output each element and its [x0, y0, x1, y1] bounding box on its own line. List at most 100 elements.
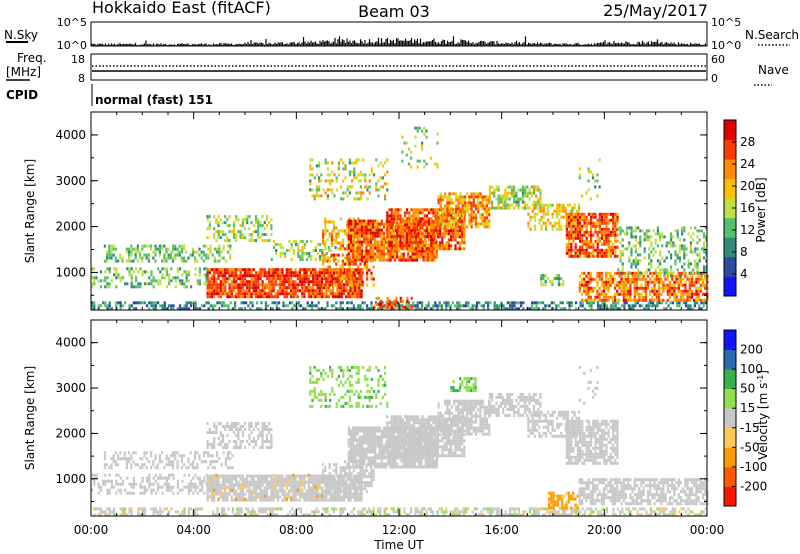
power-cell: [313, 194, 316, 198]
power-cell: [243, 283, 247, 287]
power-cell: [587, 167, 590, 171]
power-cell: [330, 253, 333, 257]
power-cell: [660, 271, 663, 275]
power-cell: [607, 248, 610, 252]
velocity-cell: [654, 510, 657, 514]
power-heatmap: [91, 126, 709, 311]
power-cell: [686, 298, 689, 302]
power-cell: [202, 244, 205, 248]
power-cell: [455, 222, 458, 226]
power-cell: [315, 194, 318, 198]
power-colorbar-segment: [724, 217, 736, 238]
power-cell: [605, 233, 608, 237]
power-cell: [450, 201, 453, 205]
power-cell: [316, 274, 319, 278]
power-cell: [163, 256, 166, 260]
power-cell: [482, 304, 485, 308]
power-cell: [185, 276, 188, 280]
power-cell: [399, 235, 402, 239]
power-cell: [356, 219, 359, 223]
power-cell: [246, 289, 249, 293]
power-cell: [441, 241, 444, 245]
power-cell: [515, 194, 518, 198]
power-cell: [583, 280, 586, 284]
power-cell: [320, 179, 323, 183]
power-cell: [445, 244, 448, 248]
power-cell: [401, 244, 404, 248]
power-cell: [613, 283, 617, 287]
power-cell: [376, 252, 379, 256]
power-cell: [352, 262, 355, 266]
power-cell: [474, 222, 478, 226]
power-cell: [415, 249, 419, 253]
power-cell: [250, 277, 253, 281]
power-cell: [347, 252, 350, 256]
power-cell: [650, 235, 653, 239]
velocity-cell: [183, 510, 186, 514]
power-cell: [333, 226, 336, 230]
power-cell: [558, 224, 561, 228]
power-cell: [646, 280, 650, 284]
power-cell: [257, 277, 260, 281]
power-cell: [232, 277, 236, 281]
power-cell: [319, 249, 322, 252]
power-cell: [215, 286, 218, 290]
power-cell: [696, 262, 699, 266]
power-cell: [472, 219, 475, 223]
power-cell: [461, 210, 464, 214]
velocity-cell: [141, 510, 144, 514]
power-cell: [483, 225, 486, 229]
power-cell: [476, 301, 479, 305]
power-cell: [640, 283, 643, 287]
power-cell: [670, 232, 673, 236]
power-cell: [489, 301, 492, 305]
power-cell: [196, 282, 199, 286]
power-cell: [215, 277, 218, 281]
power-cell: [337, 307, 340, 311]
power-cell: [185, 273, 188, 277]
power-cell: [578, 286, 581, 290]
power-cell: [365, 255, 368, 259]
velocity-cell: [141, 507, 144, 511]
velocity-cell: [504, 510, 507, 514]
power-cell: [429, 258, 432, 262]
power-cell: [224, 215, 227, 219]
power-cell: [671, 277, 674, 281]
power-cell: [237, 268, 240, 272]
power-cell: [612, 227, 615, 231]
power-cell: [284, 304, 287, 308]
power-cell: [410, 296, 413, 300]
velocity-cell: [236, 513, 239, 517]
power-cell: [322, 283, 325, 287]
power-cell: [319, 258, 322, 261]
power-cell: [602, 292, 606, 296]
power-cell: [403, 247, 406, 251]
power-cell: [335, 283, 338, 287]
velocity-cell: [377, 510, 380, 514]
power-cell: [330, 235, 333, 239]
power-cell: [363, 237, 366, 241]
power-cell: [358, 222, 361, 226]
power-cell: [228, 274, 231, 278]
power-cell: [605, 304, 608, 308]
power-cell: [452, 219, 456, 223]
power-cell: [376, 219, 379, 223]
power-cell: [346, 232, 349, 236]
power-cell: [605, 307, 608, 311]
power-cell: [392, 211, 395, 215]
power-cell: [547, 218, 550, 222]
power-cell: [630, 262, 633, 266]
power-cell: [243, 277, 247, 281]
power-cell: [452, 201, 456, 205]
power-cell: [570, 245, 573, 249]
power-cell: [679, 280, 683, 284]
power-cell: [413, 249, 416, 253]
power-cell: [427, 301, 430, 305]
power-cell: [601, 212, 604, 216]
power-cell: [346, 226, 349, 230]
power-cell: [342, 292, 346, 296]
power-cell: [576, 236, 579, 240]
power-cell: [358, 274, 361, 278]
power-cell: [326, 265, 329, 269]
power-cell: [369, 237, 372, 241]
